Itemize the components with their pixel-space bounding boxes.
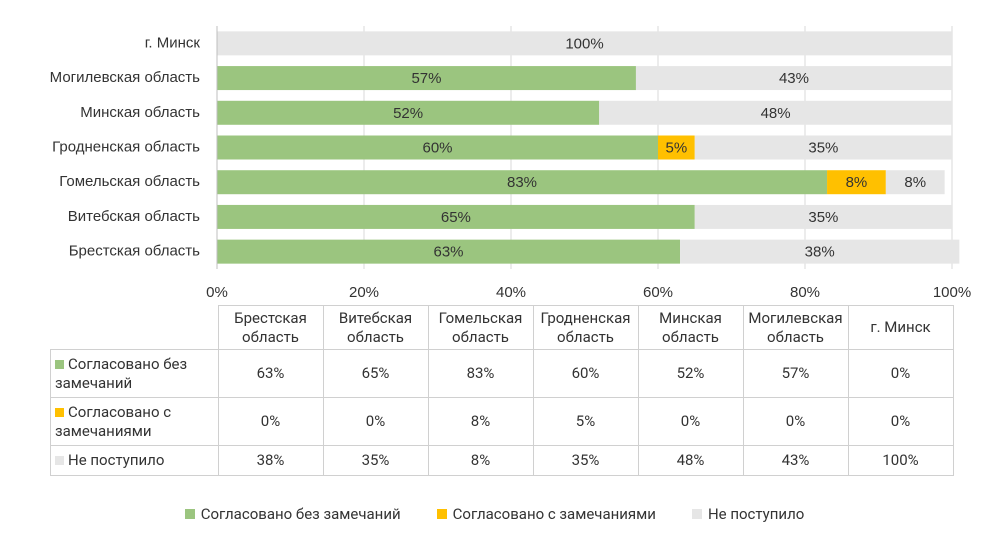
- table-row: Согласовано без замечаний 63% 65% 83% 60% 52%…: [50, 349, 954, 398]
- legend-label: Согласовано с замечаниями: [452, 505, 656, 523]
- y-tick-label: Гродненская область: [52, 138, 200, 155]
- data-label: 8%: [904, 174, 926, 191]
- x-tick-label: 60%: [643, 284, 673, 300]
- legend-swatch: [55, 407, 64, 417]
- legend-swatch: [436, 509, 447, 519]
- table-cell: 5%: [532, 397, 639, 446]
- legend-label: Не поступило: [707, 505, 805, 523]
- table-cell: 60%: [532, 349, 639, 398]
- table-row-header: Согласовано с замечаниями: [50, 397, 219, 446]
- y-tick-label: г. Минск: [145, 34, 201, 51]
- table-header-cell: Брестская область: [217, 305, 324, 350]
- y-tick-label: Могилевская область: [50, 69, 201, 86]
- x-tick-label: 0%: [206, 284, 228, 300]
- table-cell: 65%: [322, 349, 429, 398]
- bar-segment: [217, 100, 600, 125]
- table-cell: 0%: [637, 397, 744, 446]
- y-tick-label: Брестская область: [69, 243, 200, 260]
- table-header-row: Брестская область Витебская область Гомель…: [51, 305, 954, 350]
- table-cell: 83%: [427, 349, 534, 398]
- table-cell: 0%: [322, 397, 429, 446]
- y-tick-label: Гомельская область: [59, 173, 200, 190]
- row-label: Согласовано с замечаниями: [55, 402, 172, 440]
- data-label: 5%: [666, 139, 688, 156]
- data-label: 48%: [761, 105, 791, 122]
- bar-segment: [885, 170, 945, 195]
- legend-item: Не поступило: [691, 505, 805, 523]
- data-label: 60%: [422, 139, 452, 156]
- data-label: 65%: [441, 209, 471, 226]
- data-label: 63%: [434, 244, 464, 261]
- y-tick-label: Минская область: [80, 104, 200, 121]
- table-row-header: Не поступило: [50, 445, 219, 476]
- x-tick-label: 20%: [349, 284, 379, 300]
- table-row-header: Согласовано без замечаний: [50, 349, 219, 398]
- legend-swatch: [691, 509, 702, 519]
- x-tick-label: 80%: [790, 284, 820, 300]
- legend-item: Согласовано без замечаний: [184, 505, 401, 523]
- legend-swatch: [55, 359, 64, 369]
- row-label: Согласовано без замечаний: [55, 354, 188, 392]
- table-header-cell: Могилевская область: [742, 305, 849, 350]
- table-cell: 57%: [742, 349, 849, 398]
- bar-segment: [694, 204, 952, 229]
- bar-segment: [680, 239, 960, 264]
- table-cell: 35%: [322, 445, 429, 476]
- table-row: Не поступило 38% 35% 8% 35% 48% 43% 100%: [50, 445, 954, 476]
- legend-swatch: [55, 456, 64, 465]
- chart: 0% 20% 40% 60% 80% 100% Брестская область 63% 38…: [50, 26, 971, 300]
- data-label: 52%: [393, 105, 423, 122]
- x-tick-label: 40%: [496, 284, 526, 300]
- data-label: 57%: [411, 70, 441, 87]
- table-cell: 38%: [217, 445, 324, 476]
- table-cell: 0%: [847, 397, 954, 446]
- data-label: 38%: [805, 244, 835, 261]
- legend: Согласовано без замечаний Согласовано с з…: [0, 505, 989, 523]
- table-cell: 35%: [532, 445, 639, 476]
- data-label: 35%: [808, 209, 838, 226]
- legend-item: Согласовано с замечаниями: [436, 505, 656, 523]
- table-cell: 0%: [217, 397, 324, 446]
- x-tick-label: 100%: [933, 284, 971, 300]
- table-header-cell: Гомельская область: [427, 305, 534, 350]
- bar-segment: [217, 204, 695, 229]
- table-row: Согласовано с замечаниями 0% 0% 8% 5% 0% 0% 0%: [50, 397, 954, 446]
- data-label: 100%: [565, 35, 603, 52]
- table-cell: 8%: [427, 445, 534, 476]
- data-label: 8%: [846, 174, 868, 191]
- bar-segment: [694, 135, 952, 160]
- row-label: Не поступило: [68, 451, 165, 469]
- y-tick-label: Витебская область: [68, 208, 200, 225]
- data-label: 83%: [507, 174, 537, 191]
- table-cell: 48%: [637, 445, 744, 476]
- table-corner: [51, 306, 219, 350]
- table-header-cell: Минская область: [637, 305, 744, 350]
- bar-segment: [217, 170, 828, 195]
- bar-segment: [217, 31, 952, 56]
- bar-segment: [658, 135, 695, 160]
- table-cell: 43%: [742, 445, 849, 476]
- table-cell: 63%: [217, 349, 324, 398]
- data-label: 35%: [808, 139, 838, 156]
- legend-swatch: [184, 509, 195, 519]
- table-cell: 0%: [847, 349, 954, 398]
- bar-segment: [827, 170, 886, 195]
- bar-segment: [599, 100, 952, 125]
- table-cell: 100%: [847, 445, 954, 476]
- table-cell: 52%: [637, 349, 744, 398]
- bar-segment: [217, 239, 681, 264]
- data-table: Брестская область Витебская область Гомель…: [50, 305, 954, 476]
- data-label: 43%: [779, 70, 809, 87]
- table-cell: 8%: [427, 397, 534, 446]
- legend-label: Согласовано без замечаний: [200, 505, 401, 523]
- table-header-cell: г. Минск: [847, 305, 954, 350]
- bar-segment: [635, 66, 952, 91]
- table-cell: 0%: [742, 397, 849, 446]
- bar-segment: [217, 66, 636, 91]
- table-header-cell: Витебская область: [322, 305, 429, 350]
- table-header-cell: Гродненская область: [532, 305, 639, 350]
- bar-segment: [217, 135, 658, 160]
